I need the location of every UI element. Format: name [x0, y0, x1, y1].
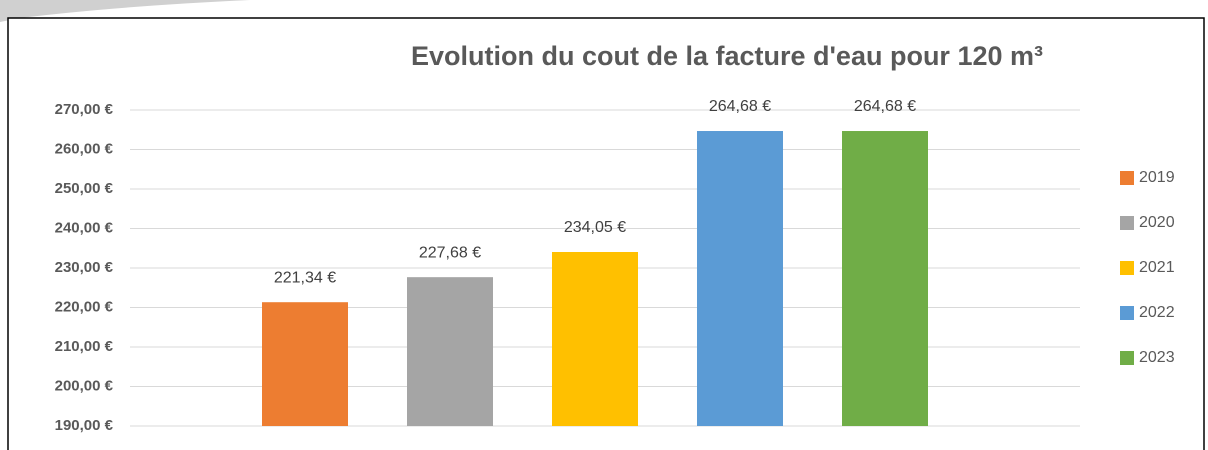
- legend-swatch: [1120, 306, 1134, 320]
- legend-swatch: [1120, 261, 1134, 275]
- y-tick-label: 210,00 €: [55, 338, 114, 355]
- data-label: 221,34 €: [274, 269, 336, 286]
- y-tick-label: 190,00 €: [55, 417, 114, 434]
- data-label: 227,68 €: [419, 244, 481, 261]
- legend-label: 2021: [1139, 259, 1175, 276]
- decoration: [0, 0, 250, 22]
- data-label: 264,68 €: [709, 98, 771, 115]
- y-tick-label: 230,00 €: [55, 259, 114, 276]
- legend-label: 2020: [1139, 214, 1175, 231]
- bar: [842, 131, 928, 427]
- bar: [407, 277, 493, 426]
- bar: [262, 302, 348, 426]
- y-tick-label: 240,00 €: [55, 219, 114, 236]
- y-tick-label: 200,00 €: [55, 377, 114, 394]
- data-label: 264,68 €: [854, 98, 916, 115]
- legend-swatch: [1120, 216, 1134, 230]
- legend-label: 2022: [1139, 304, 1175, 321]
- y-tick-label: 220,00 €: [55, 298, 114, 315]
- y-tick-label: 250,00 €: [55, 180, 114, 197]
- legend-swatch: [1120, 351, 1134, 365]
- y-tick-label: 260,00 €: [55, 140, 114, 157]
- legend-label: 2019: [1139, 169, 1175, 186]
- legend-label: 2023: [1139, 349, 1175, 366]
- chart-title: Evolution du cout de la facture d'eau po…: [411, 41, 1043, 71]
- y-tick-label: 270,00 €: [55, 101, 114, 118]
- legend-swatch: [1120, 171, 1134, 185]
- bar: [697, 131, 783, 427]
- bar: [552, 252, 638, 426]
- data-label: 234,05 €: [564, 219, 626, 236]
